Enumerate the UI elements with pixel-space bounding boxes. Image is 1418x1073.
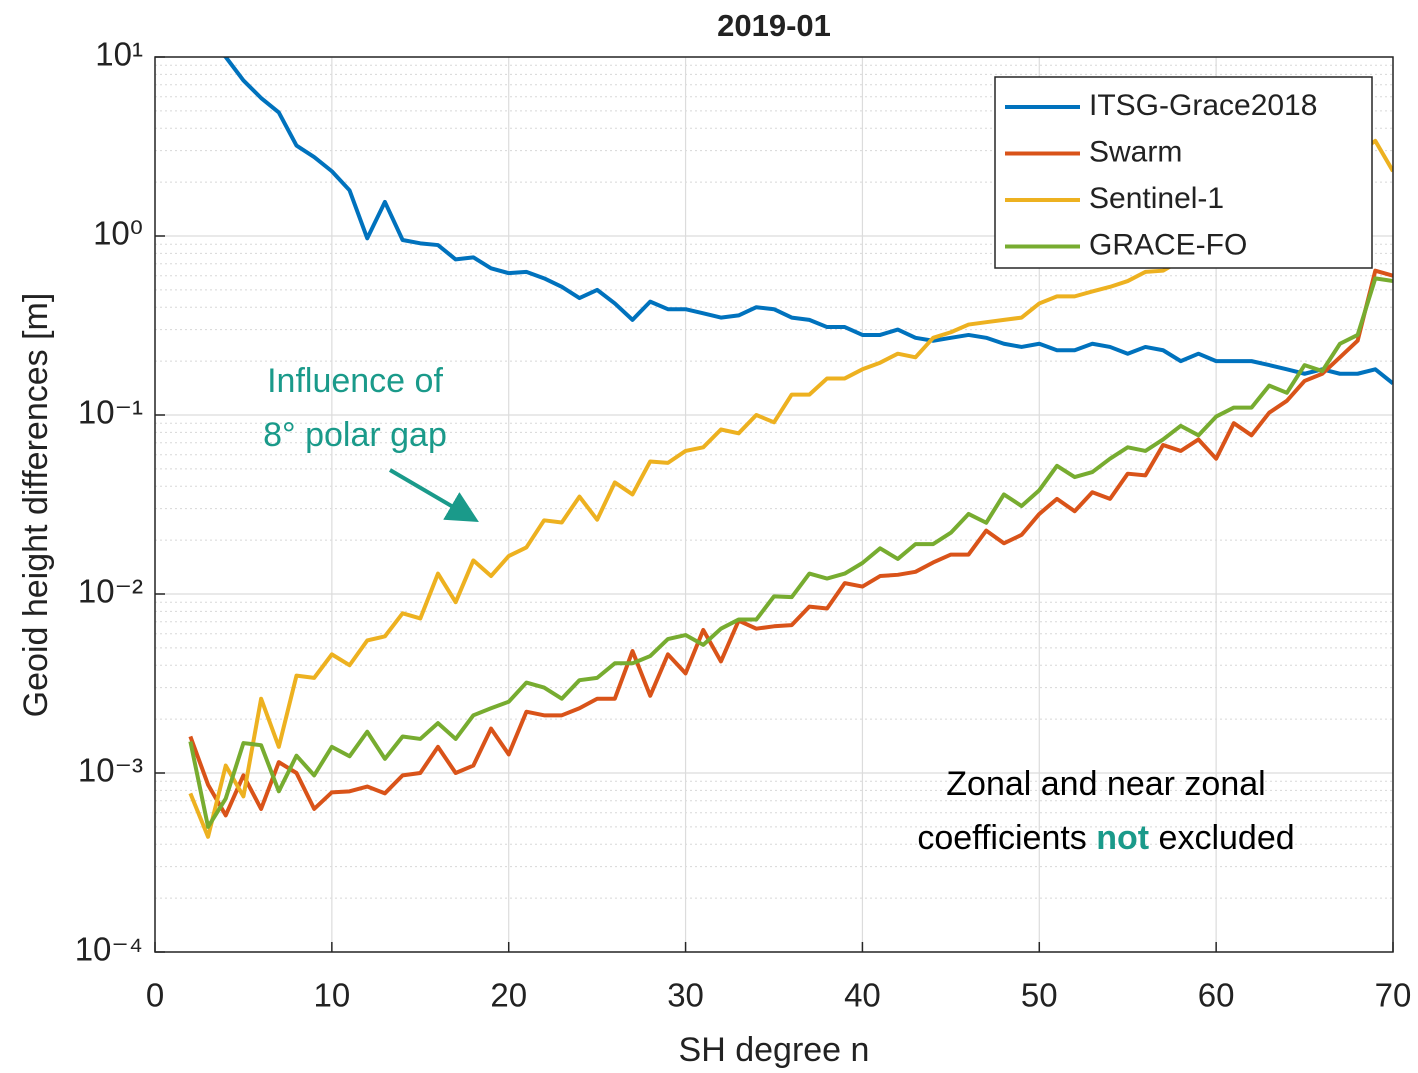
y-tick-label: 10⁻² <box>78 573 143 610</box>
x-tick-label: 0 <box>146 977 164 1014</box>
annotation-text: 8° polar gap <box>263 416 447 454</box>
annotation-part: Zonal and near zonal <box>946 765 1265 803</box>
legend-label: Swarm <box>1089 135 1182 168</box>
x-tick-label: 60 <box>1198 977 1235 1014</box>
series-line <box>188 276 1393 829</box>
x-tick-label: 10 <box>313 977 350 1014</box>
y-axis-label: Geoid height differences [m] <box>17 293 55 718</box>
legend: ITSG-Grace2018 Swarm Sentinel-1 GRACE-FO <box>994 76 1373 269</box>
y-tick-label: 10⁻⁴ <box>75 931 143 968</box>
annotation-part: excluded <box>1149 819 1295 857</box>
annotation-part: coefficients <box>917 819 1096 857</box>
annotation-highlight: not <box>1096 819 1149 857</box>
annotation-text: Zonal and near zonal <box>946 765 1265 803</box>
annotations: Influence of 8° polar gap Zonal and near z… <box>263 362 1295 857</box>
x-tick-label: 30 <box>667 977 704 1014</box>
x-axis-label: SH degree n <box>679 1031 870 1069</box>
legend-label: ITSG-Grace2018 <box>1089 89 1317 122</box>
x-tick-label: 20 <box>490 977 527 1014</box>
y-tick-label: 10⁰ <box>93 215 143 252</box>
y-tick-label: 10⁻¹ <box>78 394 143 431</box>
annotation-text: Influence of <box>267 362 443 400</box>
chart-title: 2019-01 <box>717 8 831 43</box>
series-line <box>222 57 1393 386</box>
ticks: 0 10 20 30 40 50 60 70 10⁻⁴ 10⁻³ 10⁻² 10⁻¹ 10⁰ 10¹ <box>75 36 1412 1014</box>
annotation-text: coefficients not excluded <box>917 819 1294 857</box>
x-tick-label: 40 <box>844 977 881 1014</box>
y-tick-label: 10¹ <box>95 36 143 73</box>
x-tick-label: 70 <box>1375 977 1412 1014</box>
annotation-arrow <box>388 468 479 523</box>
legend-label: Sentinel-1 <box>1089 182 1224 215</box>
plot-frame <box>154 56 1394 953</box>
x-tick-label: 50 <box>1021 977 1058 1014</box>
y-tick-label: 10⁻³ <box>78 752 143 789</box>
series-line <box>188 268 1393 818</box>
legend-label: GRACE-FO <box>1089 228 1247 261</box>
